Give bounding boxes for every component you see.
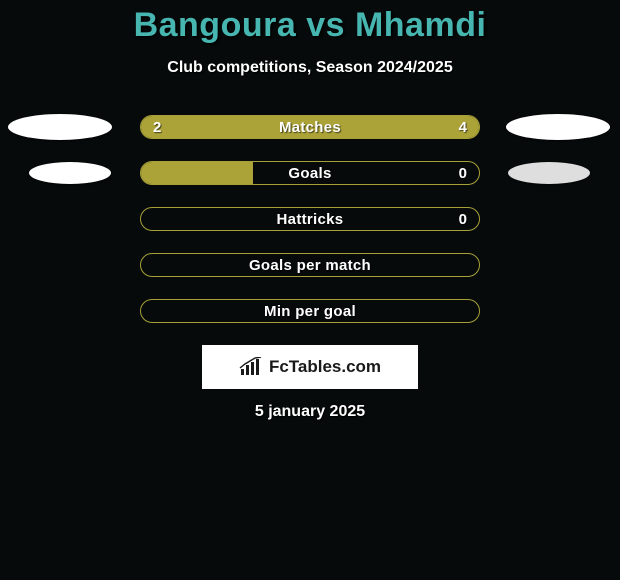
stat-row: 0Goals [0,161,620,185]
stat-label: Matches [141,119,479,136]
chart-icon [239,357,263,377]
stat-bar: 24Matches [140,115,480,139]
player-right-disc [508,162,590,184]
stat-label: Goals per match [141,257,479,274]
stats-container: 24Matches 0Goals 0Hattricks Goals per match… [0,115,620,323]
brand-box[interactable]: FcTables.com [202,345,418,389]
stat-bar: 0Goals [140,161,480,185]
player-left-disc [29,162,111,184]
season-subtitle: Club competitions, Season 2024/2025 [0,59,620,77]
player-left-disc [8,114,112,140]
stat-bar: Goals per match [140,253,480,277]
page-title: Bangoura vs Mhamdi [0,6,620,45]
stat-row: 0Hattricks [0,207,620,231]
player-right-disc [506,114,610,140]
stat-bar: Min per goal [140,299,480,323]
stat-label: Min per goal [141,303,479,320]
stat-bar: 0Hattricks [140,207,480,231]
stat-label: Hattricks [141,211,479,228]
stat-row: Min per goal [0,299,620,323]
stat-label: Goals [141,165,479,182]
snapshot-date: 5 january 2025 [0,403,620,421]
stat-row: Goals per match [0,253,620,277]
stat-row: 24Matches [0,115,620,139]
comparison-card: Bangoura vs Mhamdi Club competitions, Se… [0,0,620,421]
brand-text: FcTables.com [269,357,381,377]
